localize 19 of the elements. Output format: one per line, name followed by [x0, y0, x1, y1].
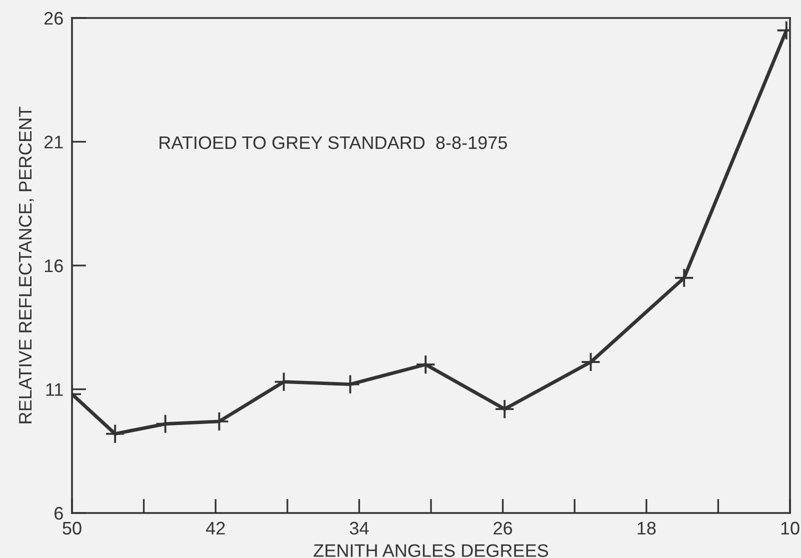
x-tick-label: 42	[206, 522, 225, 534]
y-tick-label: 16	[44, 259, 63, 272]
x-tick-label: 10	[781, 522, 800, 535]
y-tick-label: 26	[44, 12, 63, 25]
point	[105, 424, 126, 444]
point	[494, 399, 515, 420]
point	[580, 352, 601, 372]
x-tick-label: 18	[638, 522, 656, 535]
point	[416, 354, 436, 375]
y-tick-label: 21	[44, 136, 63, 148]
y-tick-label: 6	[54, 506, 63, 520]
x-tick-label: 50	[62, 522, 82, 535]
annotation: RATIOED TO GREY STANDARD 8-8-1975	[160, 136, 507, 150]
point	[674, 268, 694, 288]
x-tick-label: 26	[494, 522, 512, 535]
x-axis-title: ZENITH ANGLES DEGREES	[314, 544, 548, 557]
y-tick-label: 11	[46, 383, 63, 396]
y-axis-title: RELATIVE REFLECTANCE, PERCENT	[18, 106, 34, 424]
x-tick-label: 34	[350, 522, 369, 535]
